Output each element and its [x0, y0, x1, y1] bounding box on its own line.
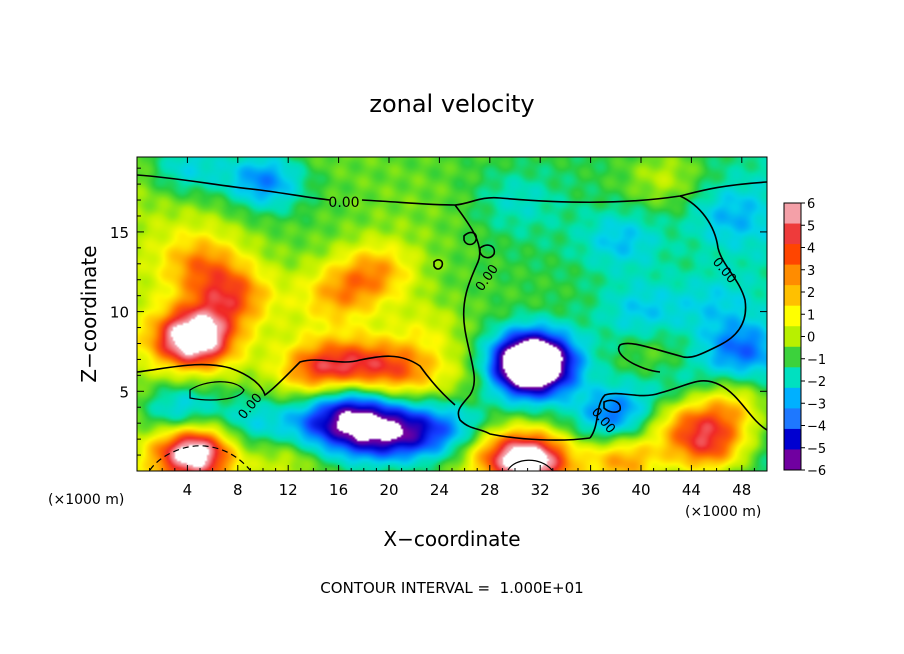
x-tick-label: 28 [480, 481, 499, 499]
x-tick-label: 24 [430, 481, 449, 499]
heatmap-field [137, 157, 767, 471]
x-tick-label: 4 [183, 481, 193, 499]
colorbar-swatch [784, 449, 801, 471]
colorbar-tick-label: −2 [807, 375, 826, 390]
colorbar-swatch [784, 244, 801, 266]
y-tick-label: 15 [110, 224, 129, 242]
x-tick-label: 40 [631, 481, 650, 499]
zero-contour-blob-6 [507, 459, 553, 471]
y-tick-label: 10 [110, 304, 129, 322]
colorbar-swatch [784, 285, 801, 307]
contour-interval-note: CONTOUR INTERVAL = 1.000E+01 [320, 579, 583, 597]
colorbar-tick-label: 6 [807, 197, 815, 212]
negative-contour-dashed [149, 445, 251, 471]
zero-contour-main [454, 204, 591, 441]
colorbar-swatch [784, 346, 801, 368]
x-tick-label: 12 [279, 481, 298, 499]
colorbar-swatch [784, 367, 801, 389]
y-axis: 5 10 15 [110, 167, 767, 456]
contour-label: 0.00 [328, 195, 359, 211]
colorbar-tick-label: 4 [807, 242, 815, 257]
x-axis: 4 8 12 16 20 24 28 32 36 40 44 48 [149, 157, 755, 499]
x-tick-label: 44 [682, 481, 701, 499]
x-tick-label: 20 [379, 481, 398, 499]
colorbar-tick-label: 1 [807, 308, 815, 323]
zero-contour-south [137, 355, 767, 439]
colorbar-tick-label: −6 [807, 464, 826, 479]
colorbar-swatch [784, 305, 801, 327]
x-tick-label: 32 [531, 481, 550, 499]
zero-contour-blob-5 [189, 381, 245, 401]
zero-contour-blob-2 [479, 244, 496, 259]
colorbar-tick-label: −4 [807, 420, 826, 435]
x-unit-right: (×1000 m) [685, 504, 761, 520]
y-tick-label: 5 [119, 383, 129, 401]
heatmap-image [137, 157, 767, 471]
zero-contour-blob-3 [433, 259, 444, 270]
zero-contour-blob-4 [603, 399, 622, 413]
x-unit-left: (×1000 m) [48, 492, 124, 508]
colorbar-tick-label: −1 [807, 353, 826, 368]
colorbar-tick-label: 2 [807, 286, 815, 301]
colorbar-swatch [784, 387, 801, 409]
zero-contour-blob-1 [463, 231, 478, 246]
x-tick-label: 48 [732, 481, 751, 499]
colorbar-tick-label: 5 [807, 219, 815, 234]
zero-contour-east [617, 195, 747, 373]
y-axis-label: Z−coordinate [77, 245, 101, 382]
zero-contours [137, 174, 767, 471]
x-axis-label: X−coordinate [383, 527, 520, 551]
zero-contour-upper [137, 174, 767, 206]
x-tick-label: 16 [329, 481, 348, 499]
colorbar-tick-label: −5 [807, 442, 826, 457]
colorbar-swatch [784, 223, 801, 245]
colorbar-tick-label: 0 [807, 331, 815, 346]
colorbar-swatch [784, 203, 801, 225]
colorbar-swatch [784, 408, 801, 430]
colorbar-swatch [784, 326, 801, 348]
colorbar: 6 5 4 3 2 1 0 −1 −2 −3 −4 −5 −6 [783, 197, 826, 479]
colorbar-swatch [784, 264, 801, 286]
x-tick-label: 8 [233, 481, 243, 499]
x-tick-label: 36 [581, 481, 600, 499]
colorbar-tick-label: 3 [807, 264, 815, 279]
colorbar-swatch [784, 428, 801, 450]
colorbar-tick-label: −3 [807, 397, 826, 412]
chart-title: zonal velocity [369, 90, 534, 118]
